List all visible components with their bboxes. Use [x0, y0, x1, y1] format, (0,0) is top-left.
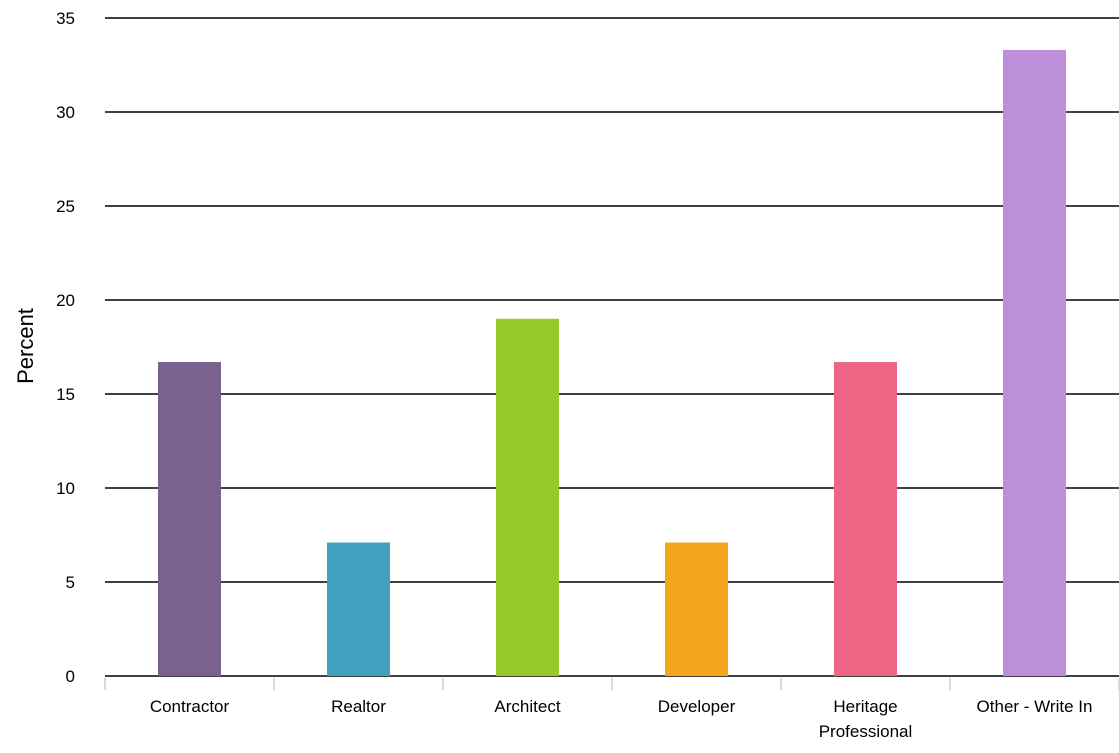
x-tick-label: Heritage — [833, 697, 897, 716]
x-tick-label: Developer — [658, 697, 736, 716]
y-tick-label: 20 — [56, 291, 75, 310]
bars — [158, 49, 1066, 676]
y-tick-label: 25 — [56, 197, 75, 216]
bar — [1003, 49, 1066, 676]
y-tick-label: 15 — [56, 385, 75, 404]
y-tick-label: 30 — [56, 103, 75, 122]
x-tick-label: Other - Write In — [977, 697, 1093, 716]
x-tick-label: Architect — [494, 697, 560, 716]
y-axis-ticks: 0 5 10 15 20 25 30 35 — [56, 9, 75, 686]
x-tick-label: Professional — [819, 722, 913, 741]
x-axis — [104, 678, 1119, 690]
x-tick-label: Contractor — [150, 697, 230, 716]
x-axis-category-labels: Contractor Realtor Architect Developer Herit… — [150, 697, 1093, 741]
bar — [834, 362, 897, 676]
y-tick-label: 35 — [56, 9, 75, 28]
y-tick-label: 5 — [66, 573, 75, 592]
y-tick-label: 10 — [56, 479, 75, 498]
bar — [327, 542, 390, 676]
bar — [158, 362, 221, 676]
x-tick-label: Realtor — [331, 697, 386, 716]
gridlines — [105, 17, 1119, 677]
bar — [665, 542, 728, 676]
bar — [496, 318, 559, 676]
y-tick-label: 0 — [66, 667, 75, 686]
y-axis-title: Percent — [13, 308, 38, 384]
